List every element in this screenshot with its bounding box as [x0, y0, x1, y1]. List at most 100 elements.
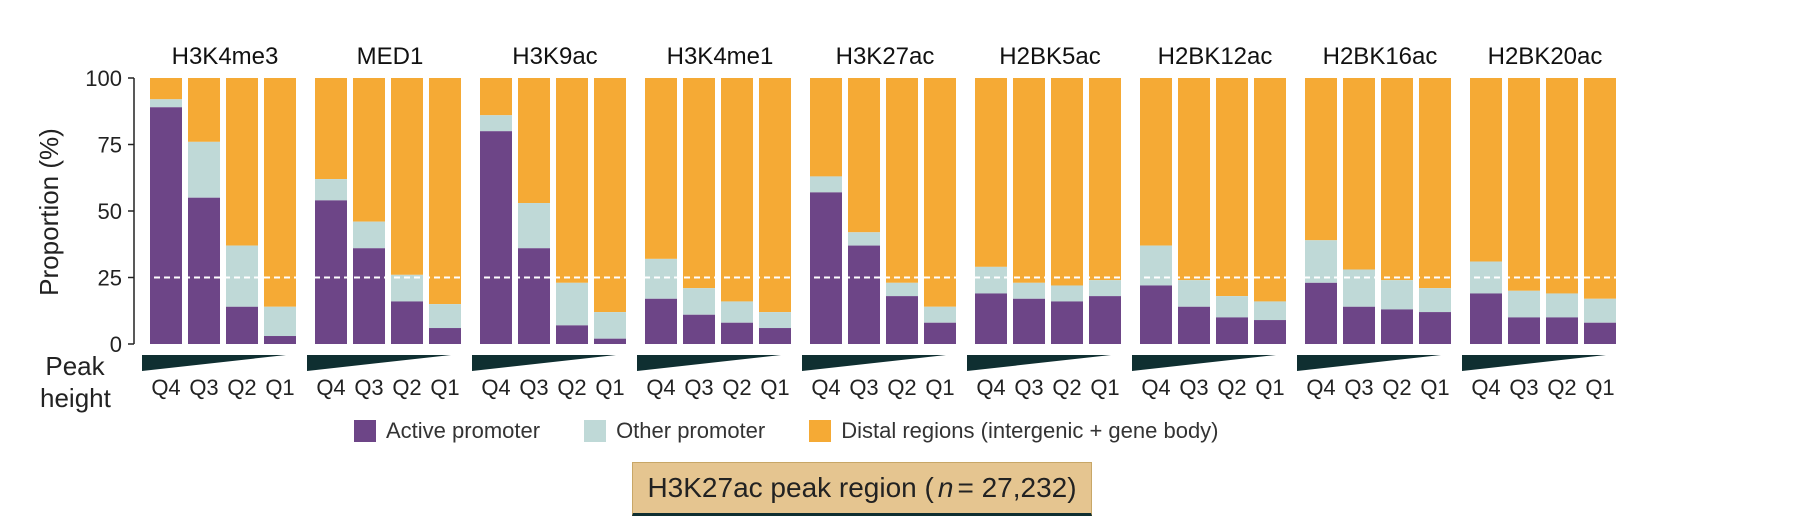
bar-distal [810, 78, 842, 177]
bar-active-promoter [1089, 296, 1121, 344]
bar-active-promoter [1305, 282, 1337, 344]
legend-swatch-other [584, 420, 607, 442]
legend-label-active: Active promoter [386, 418, 541, 443]
bar-distal [391, 78, 423, 275]
bar-distal [683, 78, 715, 289]
bar-other-promoter [1508, 290, 1540, 318]
bar-active-promoter [1470, 293, 1502, 344]
bar-distal [848, 78, 880, 233]
bar-active-promoter [480, 131, 512, 344]
bar-other-promoter [1419, 288, 1451, 313]
bar-other-promoter [1216, 296, 1248, 318]
panel-title: H3K4me3 [172, 43, 279, 70]
bar-other-promoter [1343, 269, 1375, 307]
quartile-label: Q3 [1344, 375, 1373, 400]
quartile-label: Q4 [646, 375, 675, 400]
bar-other-promoter [683, 288, 715, 315]
quartile-label: Q1 [1420, 375, 1449, 400]
peak-height-wedge [1132, 355, 1276, 371]
bar-distal [1470, 78, 1502, 262]
quartile-label: Q4 [316, 375, 345, 400]
quartile-label: Q3 [1014, 375, 1043, 400]
quartile-label: Q1 [1255, 375, 1284, 400]
bar-other-promoter [594, 312, 626, 339]
bar-distal [1381, 78, 1413, 281]
bar-other-promoter [315, 179, 347, 201]
bar-distal [1051, 78, 1083, 286]
bar-other-promoter [1140, 245, 1172, 286]
bar-distal [429, 78, 461, 305]
bar-distal [150, 78, 182, 100]
bar-other-promoter [188, 141, 220, 198]
quartile-label: Q3 [519, 375, 548, 400]
legend-item-active-promoter: Active promoter [354, 418, 540, 444]
quartile-label: Q4 [481, 375, 510, 400]
bar-active-promoter [886, 296, 918, 344]
quartile-label: Q1 [595, 375, 624, 400]
bar-distal [556, 78, 588, 283]
quartile-label: Q3 [189, 375, 218, 400]
bar-active-promoter [1419, 312, 1451, 344]
y-tick-label: 75 [98, 133, 122, 158]
bar-distal [645, 78, 677, 259]
bar-active-promoter [429, 328, 461, 344]
quartile-label: Q1 [760, 375, 789, 400]
bar-distal [759, 78, 791, 313]
peak-height-wedge [1462, 355, 1606, 371]
legend-label-other: Other promoter [616, 418, 766, 443]
peak-height-label-line1: Peak [45, 351, 105, 381]
peak-height-wedge [637, 355, 781, 371]
quartile-label: Q4 [976, 375, 1005, 400]
panel-title: H2BK20ac [1488, 43, 1603, 70]
bar-distal [1178, 78, 1210, 281]
quartile-label: Q1 [925, 375, 954, 400]
bar-other-promoter [886, 282, 918, 297]
y-tick-label: 25 [98, 266, 122, 291]
bar-active-promoter [1343, 306, 1375, 344]
bar-active-promoter [556, 325, 588, 344]
y-axis-label: Proportion (%) [34, 128, 64, 296]
bar-other-promoter [1381, 280, 1413, 310]
bar-other-promoter [150, 99, 182, 108]
bar-distal [1013, 78, 1045, 283]
bar-other-promoter [924, 306, 956, 323]
bar-other-promoter [429, 304, 461, 329]
quartile-label: Q2 [1052, 375, 1081, 400]
quartile-label: Q4 [1141, 375, 1170, 400]
bar-other-promoter [391, 274, 423, 302]
bar-distal [518, 78, 550, 204]
legend: Active promoter Other promoter Distal re… [354, 418, 1263, 444]
quartile-label: Q3 [849, 375, 878, 400]
bar-active-promoter [848, 245, 880, 344]
bar-active-promoter [1051, 301, 1083, 344]
legend-item-distal: Distal regions (intergenic + gene body) [809, 418, 1219, 444]
peak-height-wedge [1297, 355, 1441, 371]
bar-active-promoter [1178, 306, 1210, 344]
peak-height-label: Peak height [40, 350, 111, 414]
panel-title: H3K4me1 [667, 43, 774, 70]
bar-active-promoter [1254, 320, 1286, 344]
quartile-label: Q1 [265, 375, 294, 400]
panel-title: H2BK12ac [1158, 43, 1273, 70]
bar-other-promoter [226, 245, 258, 307]
peak-region-box: H3K27ac peak region (n = 27,232) [632, 462, 1092, 516]
y-tick-label: 0 [110, 332, 122, 357]
bar-active-promoter [924, 322, 956, 344]
bar-active-promoter [391, 301, 423, 344]
region-suffix: = 27,232) [957, 472, 1077, 503]
bar-distal [226, 78, 258, 246]
bar-distal [1254, 78, 1286, 302]
bar-other-promoter [1254, 301, 1286, 321]
bar-other-promoter [1178, 280, 1210, 307]
quartile-label: Q3 [684, 375, 713, 400]
bar-other-promoter [353, 221, 385, 249]
bar-other-promoter [264, 306, 296, 337]
y-tick-label: 50 [98, 199, 122, 224]
quartile-label: Q3 [1179, 375, 1208, 400]
bar-active-promoter [1546, 317, 1578, 344]
bar-distal [188, 78, 220, 142]
quartile-label: Q1 [430, 375, 459, 400]
legend-swatch-distal [809, 420, 832, 442]
panel-title: H3K9ac [512, 43, 597, 70]
